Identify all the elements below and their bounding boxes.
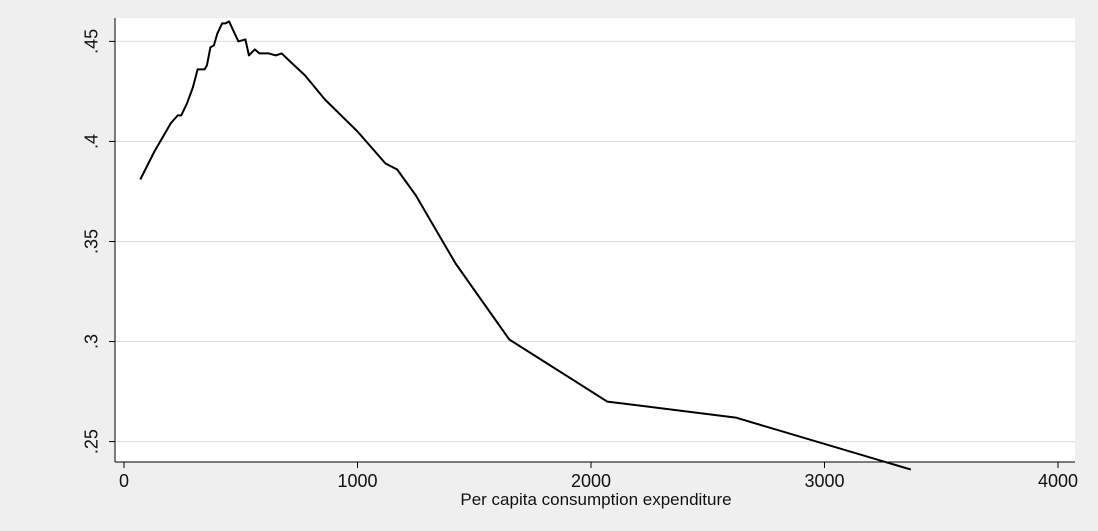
gridlines [115,40,1075,443]
x-tick-label-0: 0 [119,471,129,491]
x-tick-label-1: 1000 [337,471,377,491]
y-tick-label-2: .35 [81,229,101,254]
x-axis-title: Per capita consumption expenditure [460,490,731,509]
y-axis-ticks: .25 .3 .35 .4 .45 [81,29,115,454]
x-tick-label-4: 4000 [1038,471,1078,491]
y-tick-label-0: .25 [81,429,101,454]
x-tick-label-2: 2000 [571,471,611,491]
x-axis-ticks: 0 1000 2000 3000 4000 [119,462,1078,491]
y-tick-label-1: .3 [81,334,101,349]
y-tick-label-3: .4 [81,134,101,149]
plot-area [115,18,1075,462]
series-line [139,20,912,471]
x-tick-label-3: 3000 [804,471,844,491]
y-tick-label-4: .45 [81,29,101,54]
